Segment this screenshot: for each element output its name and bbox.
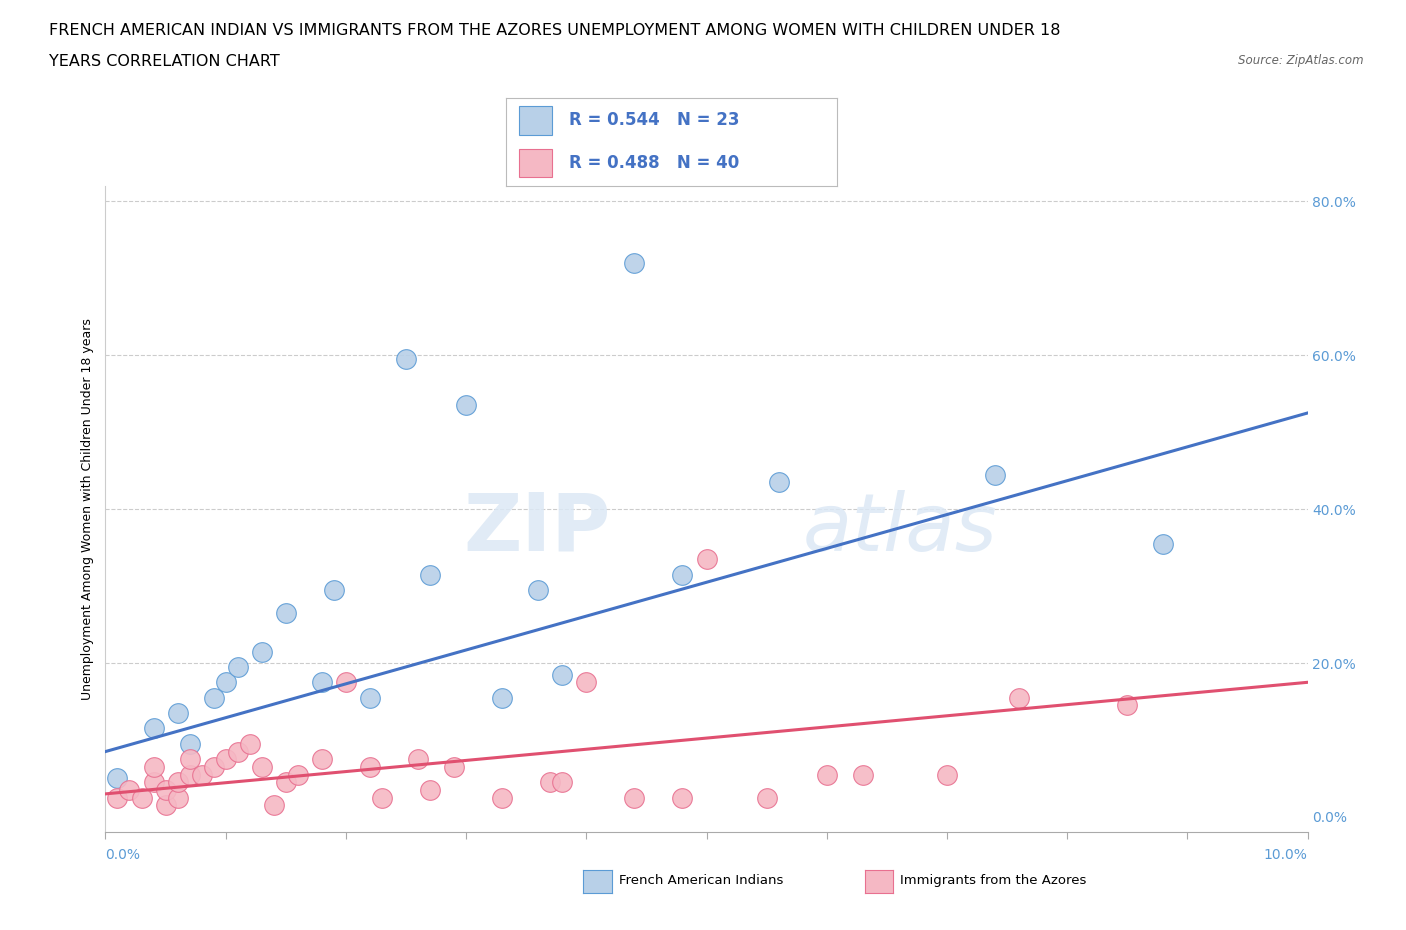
Y-axis label: Unemployment Among Women with Children Under 18 years: Unemployment Among Women with Children U… [82, 318, 94, 700]
Text: FRENCH AMERICAN INDIAN VS IMMIGRANTS FROM THE AZORES UNEMPLOYMENT AMONG WOMEN WI: FRENCH AMERICAN INDIAN VS IMMIGRANTS FRO… [49, 23, 1060, 38]
Point [202, 690, 225, 705]
Point [491, 690, 513, 705]
Point [551, 775, 574, 790]
Point [671, 567, 693, 582]
Point [1116, 698, 1139, 712]
Text: 10.0%: 10.0% [1264, 848, 1308, 862]
Point [768, 475, 790, 490]
Point [155, 798, 177, 813]
Point [179, 737, 201, 751]
Bar [519, 106, 553, 135]
Point [419, 782, 441, 797]
Point [250, 760, 273, 775]
Point [359, 690, 381, 705]
Point [131, 790, 153, 805]
Point [696, 551, 718, 566]
Point [395, 352, 418, 366]
Point [454, 398, 477, 413]
Point [322, 582, 344, 597]
Text: Immigrants from the Azores: Immigrants from the Azores [900, 874, 1087, 887]
Bar [519, 149, 553, 177]
Point [142, 775, 165, 790]
Point [226, 744, 249, 759]
Point [491, 790, 513, 805]
Point [538, 775, 561, 790]
Point [575, 675, 598, 690]
Point [527, 582, 550, 597]
Point [190, 767, 212, 782]
Point [359, 760, 381, 775]
Point [815, 767, 838, 782]
Point [107, 771, 129, 786]
Point [142, 721, 165, 736]
Point [107, 790, 129, 805]
Point [419, 567, 441, 582]
Point [936, 767, 959, 782]
Point [179, 751, 201, 766]
Point [226, 659, 249, 674]
Text: atlas: atlas [803, 489, 997, 567]
Point [371, 790, 394, 805]
Point [166, 790, 188, 805]
Point [118, 782, 141, 797]
Point [214, 675, 236, 690]
Point [671, 790, 693, 805]
Point [406, 751, 429, 766]
Point [443, 760, 465, 775]
Point [311, 675, 333, 690]
Text: French American Indians: French American Indians [619, 874, 783, 887]
Point [274, 605, 297, 620]
Point [263, 798, 285, 813]
Point [623, 256, 645, 271]
Text: YEARS CORRELATION CHART: YEARS CORRELATION CHART [49, 54, 280, 69]
Text: Source: ZipAtlas.com: Source: ZipAtlas.com [1239, 54, 1364, 67]
Point [1008, 690, 1031, 705]
Point [311, 751, 333, 766]
Point [214, 751, 236, 766]
Text: R = 0.544   N = 23: R = 0.544 N = 23 [569, 112, 740, 129]
Point [287, 767, 309, 782]
Text: 0.0%: 0.0% [105, 848, 141, 862]
Point [852, 767, 875, 782]
Point [202, 760, 225, 775]
Point [335, 675, 357, 690]
Point [551, 667, 574, 682]
Point [623, 790, 645, 805]
Point [166, 706, 188, 721]
Text: ZIP: ZIP [463, 489, 610, 567]
Point [142, 760, 165, 775]
Point [1152, 537, 1174, 551]
Point [179, 767, 201, 782]
Point [984, 467, 1007, 482]
Point [239, 737, 262, 751]
Point [155, 782, 177, 797]
Point [166, 775, 188, 790]
Point [755, 790, 778, 805]
Point [274, 775, 297, 790]
Text: R = 0.488   N = 40: R = 0.488 N = 40 [569, 153, 740, 172]
Point [250, 644, 273, 659]
